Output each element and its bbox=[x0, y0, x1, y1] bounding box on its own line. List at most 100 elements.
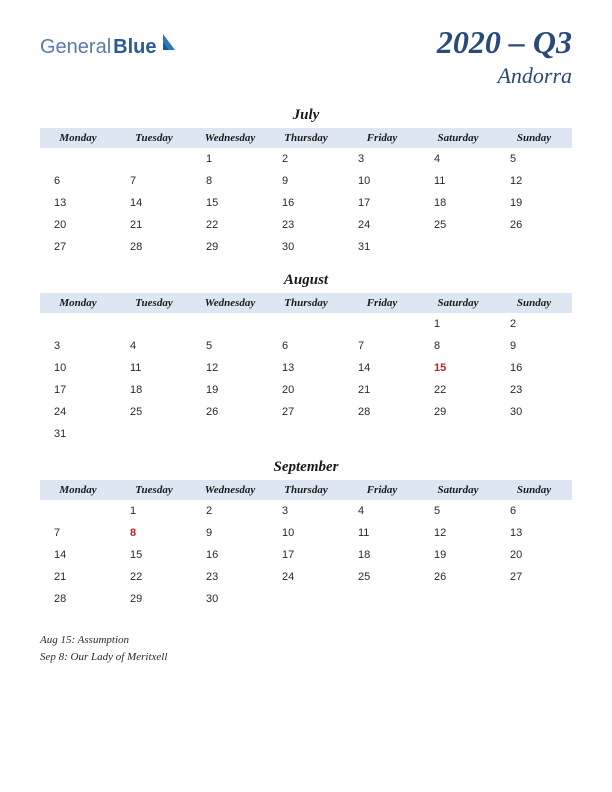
calendar-cell: 5 bbox=[420, 500, 496, 522]
day-header: Monday bbox=[40, 480, 116, 500]
calendar-cell: 25 bbox=[344, 566, 420, 588]
calendar-cell: 2 bbox=[268, 148, 344, 170]
calendar-cell: 21 bbox=[40, 566, 116, 588]
calendar-cell: 29 bbox=[192, 236, 268, 258]
calendars-container: JulyMondayTuesdayWednesdayThursdayFriday… bbox=[0, 97, 612, 610]
calendar-cell: 23 bbox=[496, 379, 572, 401]
calendar-cell bbox=[192, 423, 268, 445]
calendar-cell: 4 bbox=[420, 148, 496, 170]
calendar-cell: 19 bbox=[496, 192, 572, 214]
logo-text-blue: Blue bbox=[113, 36, 156, 59]
calendar-cell: 18 bbox=[420, 192, 496, 214]
calendar-cell: 15 bbox=[116, 544, 192, 566]
calendar-cell: 22 bbox=[116, 566, 192, 588]
calendar-row: 24252627282930 bbox=[40, 401, 572, 423]
calendar-cell: 24 bbox=[268, 566, 344, 588]
calendar-cell: 4 bbox=[116, 335, 192, 357]
calendar-cell: 27 bbox=[496, 566, 572, 588]
calendar-table: MondayTuesdayWednesdayThursdayFridaySatu… bbox=[40, 293, 572, 445]
calendar-cell: 7 bbox=[344, 335, 420, 357]
calendar-cell bbox=[40, 148, 116, 170]
calendar-cell: 15 bbox=[420, 357, 496, 379]
calendar-cell: 1 bbox=[192, 148, 268, 170]
day-header: Friday bbox=[344, 128, 420, 148]
calendar-cell: 6 bbox=[496, 500, 572, 522]
calendar-cell: 11 bbox=[116, 357, 192, 379]
calendar-cell bbox=[268, 423, 344, 445]
calendar-cell: 28 bbox=[116, 236, 192, 258]
calendar-cell: 31 bbox=[40, 423, 116, 445]
calendar-row: 14151617181920 bbox=[40, 544, 572, 566]
calendar-table: MondayTuesdayWednesdayThursdayFridaySatu… bbox=[40, 480, 572, 610]
calendar-cell: 14 bbox=[116, 192, 192, 214]
day-header: Saturday bbox=[420, 293, 496, 313]
page-subtitle: Andorra bbox=[437, 63, 572, 89]
calendar-row: 31 bbox=[40, 423, 572, 445]
calendar-cell: 10 bbox=[268, 522, 344, 544]
calendar-cell: 28 bbox=[40, 588, 116, 610]
day-header: Wednesday bbox=[192, 480, 268, 500]
calendar-cell bbox=[496, 588, 572, 610]
calendar-cell: 16 bbox=[268, 192, 344, 214]
calendar-row: 6789101112 bbox=[40, 170, 572, 192]
calendar-cell bbox=[116, 423, 192, 445]
day-header: Friday bbox=[344, 480, 420, 500]
calendar-cell: 13 bbox=[496, 522, 572, 544]
calendar-cell: 10 bbox=[40, 357, 116, 379]
calendar-cell: 16 bbox=[496, 357, 572, 379]
calendar-row: 21222324252627 bbox=[40, 566, 572, 588]
calendar-cell: 26 bbox=[496, 214, 572, 236]
month-name: September bbox=[40, 459, 572, 476]
day-header: Wednesday bbox=[192, 293, 268, 313]
calendar-cell: 5 bbox=[192, 335, 268, 357]
calendar-cell: 11 bbox=[344, 522, 420, 544]
calendar-cell: 2 bbox=[496, 313, 572, 335]
calendar-cell: 22 bbox=[192, 214, 268, 236]
calendar-cell bbox=[344, 423, 420, 445]
day-header: Sunday bbox=[496, 293, 572, 313]
calendar-cell: 17 bbox=[40, 379, 116, 401]
header: General Blue 2020 – Q3 Andorra bbox=[0, 0, 612, 97]
day-header: Tuesday bbox=[116, 480, 192, 500]
calendar-cell: 2 bbox=[192, 500, 268, 522]
month-block: AugustMondayTuesdayWednesdayThursdayFrid… bbox=[40, 272, 572, 445]
calendar-cell: 18 bbox=[116, 379, 192, 401]
calendar-row: 10111213141516 bbox=[40, 357, 572, 379]
calendar-cell bbox=[496, 423, 572, 445]
calendar-cell: 17 bbox=[268, 544, 344, 566]
calendar-cell: 1 bbox=[420, 313, 496, 335]
calendar-cell: 20 bbox=[40, 214, 116, 236]
calendar-cell: 30 bbox=[192, 588, 268, 610]
calendar-cell: 10 bbox=[344, 170, 420, 192]
day-header: Sunday bbox=[496, 480, 572, 500]
calendar-cell: 26 bbox=[192, 401, 268, 423]
calendar-cell bbox=[192, 313, 268, 335]
calendar-cell: 3 bbox=[40, 335, 116, 357]
calendar-cell: 30 bbox=[268, 236, 344, 258]
holiday-note: Sep 8: Our Lady of Meritxell bbox=[40, 649, 572, 666]
calendar-cell: 25 bbox=[420, 214, 496, 236]
calendar-cell: 20 bbox=[268, 379, 344, 401]
calendar-cell: 6 bbox=[40, 170, 116, 192]
calendar-cell: 31 bbox=[344, 236, 420, 258]
month-block: September MondayTuesdayWednesdayThursdayF… bbox=[40, 459, 572, 610]
day-header: Monday bbox=[40, 128, 116, 148]
calendar-cell bbox=[344, 588, 420, 610]
calendar-cell: 12 bbox=[192, 357, 268, 379]
day-header: Monday bbox=[40, 293, 116, 313]
calendar-row: 12 bbox=[40, 313, 572, 335]
holiday-note: Aug 15: Assumption bbox=[40, 632, 572, 649]
calendar-row: 12345 bbox=[40, 148, 572, 170]
calendar-cell: 8 bbox=[420, 335, 496, 357]
holidays-list: Aug 15: AssumptionSep 8: Our Lady of Mer… bbox=[0, 624, 612, 673]
calendar-cell: 13 bbox=[268, 357, 344, 379]
calendar-cell bbox=[116, 313, 192, 335]
calendar-cell: 30 bbox=[496, 401, 572, 423]
calendar-row: 20212223242526 bbox=[40, 214, 572, 236]
day-header: Sunday bbox=[496, 128, 572, 148]
calendar-cell: 7 bbox=[40, 522, 116, 544]
calendar-cell: 25 bbox=[116, 401, 192, 423]
calendar-cell: 9 bbox=[496, 335, 572, 357]
calendar-row: 2728293031 bbox=[40, 236, 572, 258]
calendar-cell: 18 bbox=[344, 544, 420, 566]
